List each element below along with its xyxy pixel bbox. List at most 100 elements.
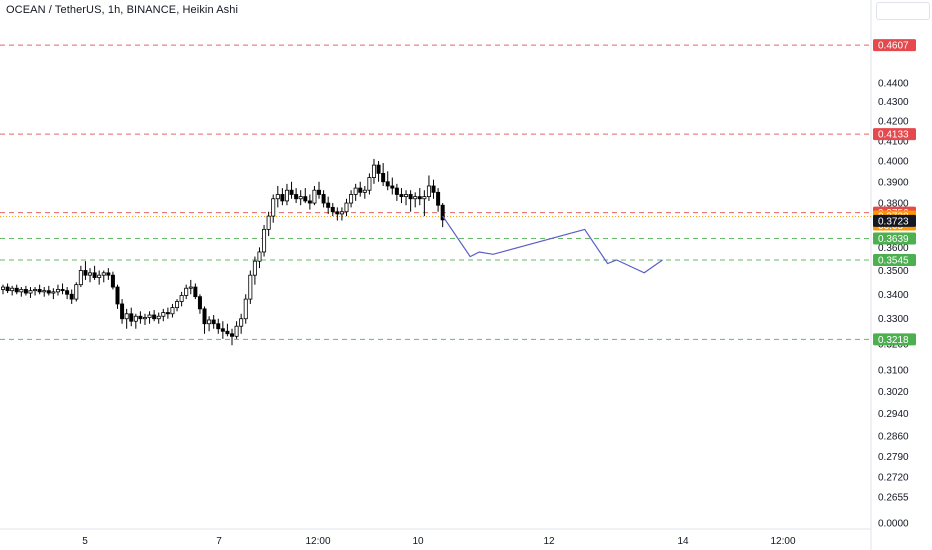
candle[interactable] — [330, 203, 335, 217]
projection-path[interactable] — [442, 215, 663, 274]
candle[interactable] — [101, 270, 106, 283]
candle[interactable] — [42, 287, 47, 297]
candle[interactable] — [120, 299, 125, 324]
candle[interactable] — [170, 303, 175, 318]
candle[interactable] — [147, 311, 152, 324]
candle[interactable] — [202, 306, 207, 334]
candle[interactable] — [110, 271, 115, 290]
candle[interactable] — [280, 188, 285, 206]
candle[interactable] — [115, 284, 120, 309]
candle[interactable] — [28, 287, 33, 298]
candle[interactable] — [307, 194, 312, 210]
candle[interactable] — [188, 279, 193, 295]
candle[interactable] — [156, 312, 161, 324]
candle[interactable] — [426, 175, 431, 201]
candle[interactable] — [385, 171, 390, 191]
candle[interactable] — [184, 284, 189, 300]
candle[interactable] — [5, 283, 10, 294]
candle[interactable] — [216, 318, 221, 334]
candle[interactable] — [69, 289, 74, 304]
candle[interactable] — [106, 268, 111, 280]
candle[interactable] — [317, 181, 322, 199]
candle[interactable] — [46, 285, 51, 296]
candle[interactable] — [339, 207, 344, 221]
candle[interactable] — [229, 328, 234, 346]
candle[interactable] — [165, 307, 170, 319]
candle[interactable] — [275, 185, 280, 208]
candle[interactable] — [124, 308, 129, 329]
candle[interactable] — [408, 190, 413, 212]
candle[interactable] — [133, 313, 138, 329]
candle[interactable] — [97, 270, 102, 285]
candle[interactable] — [14, 284, 19, 295]
candle[interactable] — [152, 310, 157, 322]
candle[interactable] — [142, 313, 147, 325]
price-axis[interactable]: 0.4400 0.4300 0.4200 0.4100 0.4000 0.3900 0.38… — [878, 78, 909, 529]
candle[interactable] — [381, 163, 386, 186]
candle[interactable] — [78, 265, 83, 288]
candle[interactable] — [289, 181, 294, 199]
candle[interactable] — [422, 190, 427, 217]
candle[interactable] — [312, 185, 317, 206]
candle[interactable] — [10, 285, 15, 296]
time-axis[interactable]: 5 7 12:00 10 12 14 12:00 — [82, 536, 796, 547]
candle[interactable] — [417, 188, 422, 206]
candle[interactable] — [371, 158, 376, 184]
candle[interactable] — [404, 190, 409, 206]
candle[interactable] — [88, 268, 93, 283]
candle[interactable] — [211, 315, 216, 329]
candle[interactable] — [175, 299, 180, 312]
candle[interactable] — [0, 284, 6, 295]
candle[interactable] — [358, 181, 363, 197]
candle[interactable] — [51, 288, 56, 300]
candle[interactable] — [92, 265, 97, 280]
candle[interactable] — [440, 203, 445, 228]
candle[interactable] — [349, 190, 354, 208]
candle[interactable] — [257, 247, 262, 269]
candle[interactable] — [271, 194, 276, 223]
chart-settings-box[interactable] — [876, 2, 930, 20]
candle[interactable] — [399, 188, 404, 204]
candle[interactable] — [179, 291, 184, 307]
candle[interactable] — [353, 183, 358, 201]
candle[interactable] — [390, 177, 395, 195]
candle[interactable] — [207, 316, 212, 332]
candle[interactable] — [19, 287, 24, 297]
candle[interactable] — [83, 261, 88, 280]
candle[interactable] — [335, 207, 340, 221]
candle[interactable] — [225, 323, 230, 337]
candle[interactable] — [65, 287, 70, 300]
candle[interactable] — [294, 188, 299, 204]
candle[interactable] — [243, 294, 248, 324]
candle[interactable] — [284, 183, 289, 206]
candle[interactable] — [262, 224, 267, 257]
candle[interactable] — [129, 307, 134, 327]
candle[interactable] — [239, 313, 244, 334]
candle[interactable] — [55, 284, 60, 296]
candle[interactable] — [394, 183, 399, 201]
candle[interactable] — [266, 211, 271, 237]
candle[interactable] — [321, 190, 326, 208]
candle[interactable] — [376, 161, 381, 182]
candle[interactable] — [436, 188, 441, 212]
candle[interactable] — [220, 321, 225, 339]
candle[interactable] — [344, 198, 349, 217]
candle[interactable] — [234, 321, 239, 339]
candle[interactable] — [23, 285, 28, 296]
candle[interactable] — [60, 283, 65, 295]
candle[interactable] — [33, 287, 38, 296]
candle[interactable] — [252, 256, 257, 285]
candle[interactable] — [74, 282, 79, 302]
candle[interactable] — [37, 284, 42, 295]
candle[interactable] — [367, 173, 372, 195]
candle[interactable] — [431, 179, 436, 199]
candle[interactable] — [298, 190, 303, 206]
candle[interactable] — [248, 270, 253, 304]
candle[interactable] — [326, 196, 331, 214]
candle[interactable] — [303, 188, 308, 204]
candle[interactable] — [138, 311, 143, 324]
candle[interactable] — [362, 185, 367, 199]
candle[interactable] — [197, 294, 202, 314]
candle[interactable] — [193, 283, 198, 300]
